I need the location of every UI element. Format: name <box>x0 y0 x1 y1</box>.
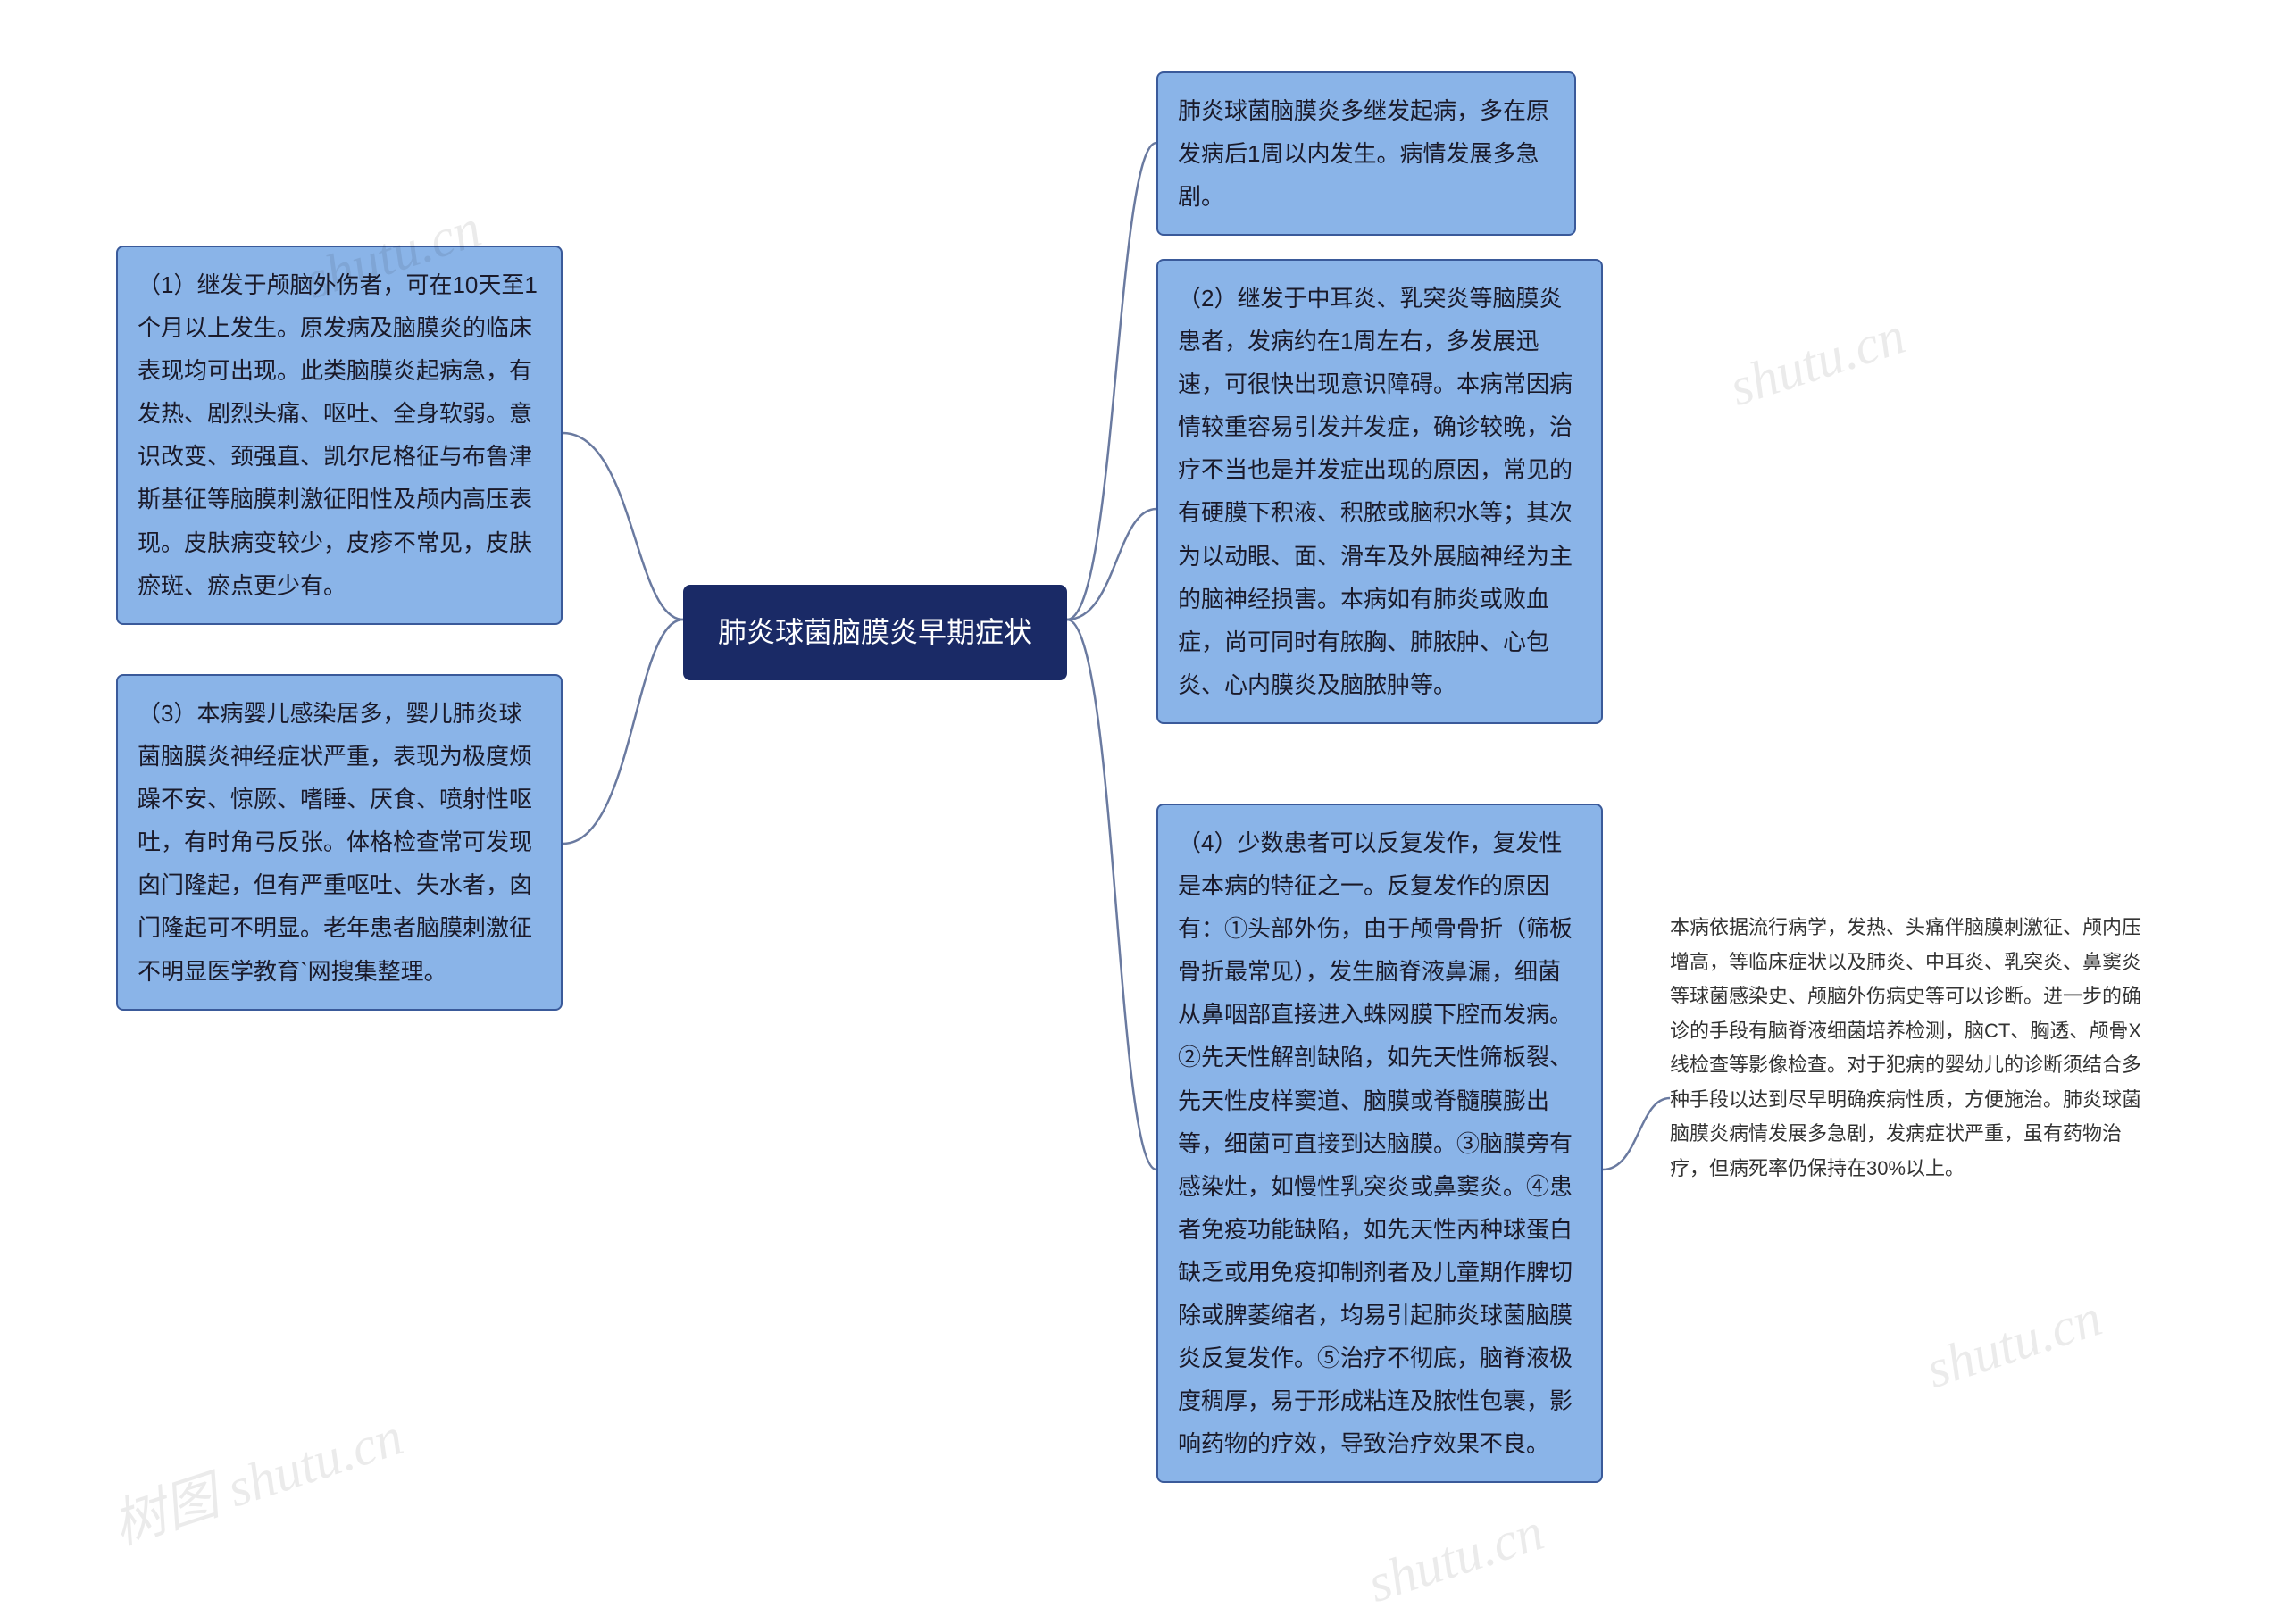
watermark: shutu.cn <box>1723 304 1913 419</box>
watermark: 树图 shutu.cn <box>101 1393 411 1560</box>
node-4: （4）少数患者可以反复发作，复发性是本病的特征之一。反复发作的原因有：①头部外伤… <box>1156 804 1603 1483</box>
watermark: shutu.cn <box>1919 1287 2109 1401</box>
node-2: （2）继发于中耳炎、乳突炎等脑膜炎患者，发病约在1周左右，多发展迅速，可很快出现… <box>1156 259 1603 724</box>
node-3: （3）本病婴儿感染居多，婴儿肺炎球菌脑膜炎神经症状严重，表现为极度烦躁不安、惊厥… <box>116 674 563 1011</box>
note-text: 本病依据流行病学，发热、头痛伴脑膜刺激征、颅内压增高，等临床症状以及肺炎、中耳炎… <box>1670 911 2152 1186</box>
central-node: 肺炎球菌脑膜炎早期症状 <box>683 585 1067 680</box>
watermark: shutu.cn <box>1361 1501 1551 1615</box>
node-1: （1）继发于颅脑外伤者，可在10天至1个月以上发生。原发病及脑膜炎的临床表现均可… <box>116 246 563 625</box>
node-top-right: 肺炎球菌脑膜炎多继发起病，多在原发病后1周以内发生。病情发展多急剧。 <box>1156 71 1576 236</box>
